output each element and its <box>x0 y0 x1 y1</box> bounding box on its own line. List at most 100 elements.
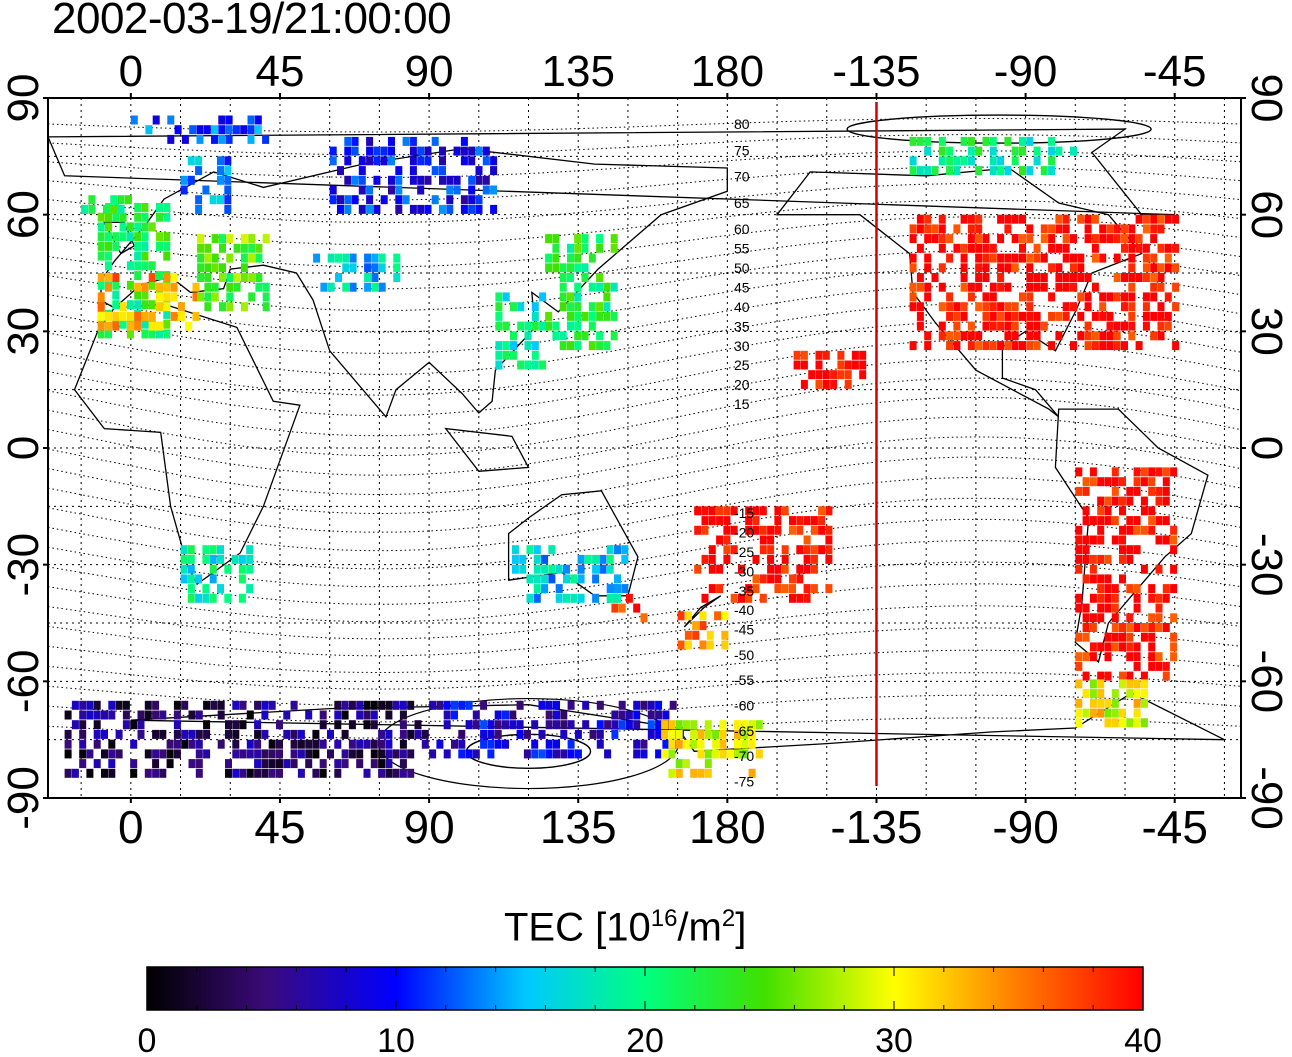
tec-cell <box>148 329 156 339</box>
tec-cell <box>181 700 189 710</box>
tec-cell <box>938 136 946 146</box>
tec-cell <box>358 204 366 214</box>
tec-cell <box>1097 535 1105 545</box>
tec-cell <box>327 729 334 739</box>
tec-cell <box>1155 535 1163 545</box>
tec-cell <box>704 720 712 730</box>
tec-cell <box>327 749 334 759</box>
tec-cell <box>351 195 359 205</box>
tec-cell <box>1104 603 1112 613</box>
tec-cell <box>141 222 149 232</box>
tec-cell <box>960 136 968 146</box>
tec-cell <box>1062 214 1070 224</box>
tec-cell <box>105 273 112 282</box>
tec-cell <box>329 185 337 195</box>
tec-cell <box>712 729 720 739</box>
tec-cell <box>548 545 556 555</box>
tec-cell <box>997 282 1005 292</box>
tec-cell <box>938 224 946 234</box>
tec-cell <box>1170 535 1178 545</box>
tec-cell <box>1119 708 1126 718</box>
x-tick-label-top: -45 <box>1143 47 1207 96</box>
tec-cell <box>188 739 196 749</box>
tec-cell <box>1040 273 1048 282</box>
tec-cell <box>1004 302 1012 312</box>
tec-cell <box>989 136 997 146</box>
tec-cell <box>392 700 400 710</box>
tec-cell <box>596 739 604 749</box>
tec-cell <box>460 156 468 166</box>
contour-label: -60 <box>734 698 754 714</box>
tec-cell <box>224 204 232 214</box>
tec-cell <box>1164 243 1172 253</box>
tec-cell <box>975 273 983 282</box>
tec-cell <box>723 545 731 555</box>
tec-cell <box>559 263 567 273</box>
tec-cell <box>1082 671 1090 681</box>
tec-cell <box>388 185 395 195</box>
tec-cell <box>126 232 134 242</box>
tec-cell <box>982 341 990 351</box>
tec-cell <box>730 545 738 555</box>
tec-cell <box>596 273 604 282</box>
tec-cell <box>1113 273 1121 282</box>
tec-cell <box>1026 166 1034 176</box>
tec-cell <box>348 720 356 730</box>
tec-cell <box>238 564 246 574</box>
tec-cell <box>117 195 125 205</box>
tec-cell <box>202 584 210 594</box>
tick-right <box>1241 330 1246 333</box>
y-tick-label-right: -60 <box>1242 650 1291 714</box>
tec-cell <box>337 195 344 205</box>
tec-cell <box>119 302 127 312</box>
contour-label: -65 <box>734 723 754 739</box>
tec-cell <box>1148 661 1156 671</box>
tec-cell <box>1133 718 1141 728</box>
tec-cell <box>1104 642 1112 652</box>
tec-cell <box>924 341 932 351</box>
tec-cell <box>555 564 563 574</box>
tec-cell <box>545 720 553 730</box>
tick-top <box>129 93 132 98</box>
tec-cell <box>924 224 932 234</box>
tec-cell <box>800 350 808 360</box>
tec-cell <box>610 282 618 292</box>
tec-cell <box>385 700 393 710</box>
tec-cell <box>134 271 142 281</box>
tec-cell <box>1077 263 1085 273</box>
tec-cell <box>574 243 582 253</box>
tec-cell <box>115 700 123 710</box>
tec-cell <box>655 749 663 759</box>
tec-cell <box>399 749 407 759</box>
tec-cell <box>1033 311 1041 321</box>
tec-cell <box>439 146 446 156</box>
tec-cell <box>1026 263 1034 273</box>
tec-cell <box>348 700 356 710</box>
tec-cell <box>417 185 425 195</box>
tec-cell <box>1128 331 1136 341</box>
tec-cell <box>822 379 830 389</box>
tec-cell <box>468 175 476 185</box>
tec-cell <box>204 243 212 253</box>
tec-cell <box>203 700 211 710</box>
tec-cell <box>268 700 276 710</box>
tec-cell <box>1089 593 1097 603</box>
contour-label: 20 <box>734 377 750 393</box>
tec-cell <box>148 300 156 310</box>
tec-cell <box>417 156 425 166</box>
tec-cell <box>1133 584 1141 594</box>
tec-cell <box>480 700 488 710</box>
tec-cell <box>122 710 130 720</box>
tec-cell <box>356 749 364 759</box>
tec-cell <box>1126 516 1134 526</box>
tec-cell <box>1157 263 1165 273</box>
tec-cell <box>446 204 454 214</box>
tec-cell <box>661 720 669 730</box>
tec-cell <box>730 506 738 516</box>
tec-cell <box>124 195 132 205</box>
tec-cell <box>156 212 163 222</box>
tec-cell <box>1164 311 1172 321</box>
tec-cell <box>982 253 990 263</box>
tec-cell <box>392 768 400 778</box>
tec-cell <box>166 739 174 749</box>
